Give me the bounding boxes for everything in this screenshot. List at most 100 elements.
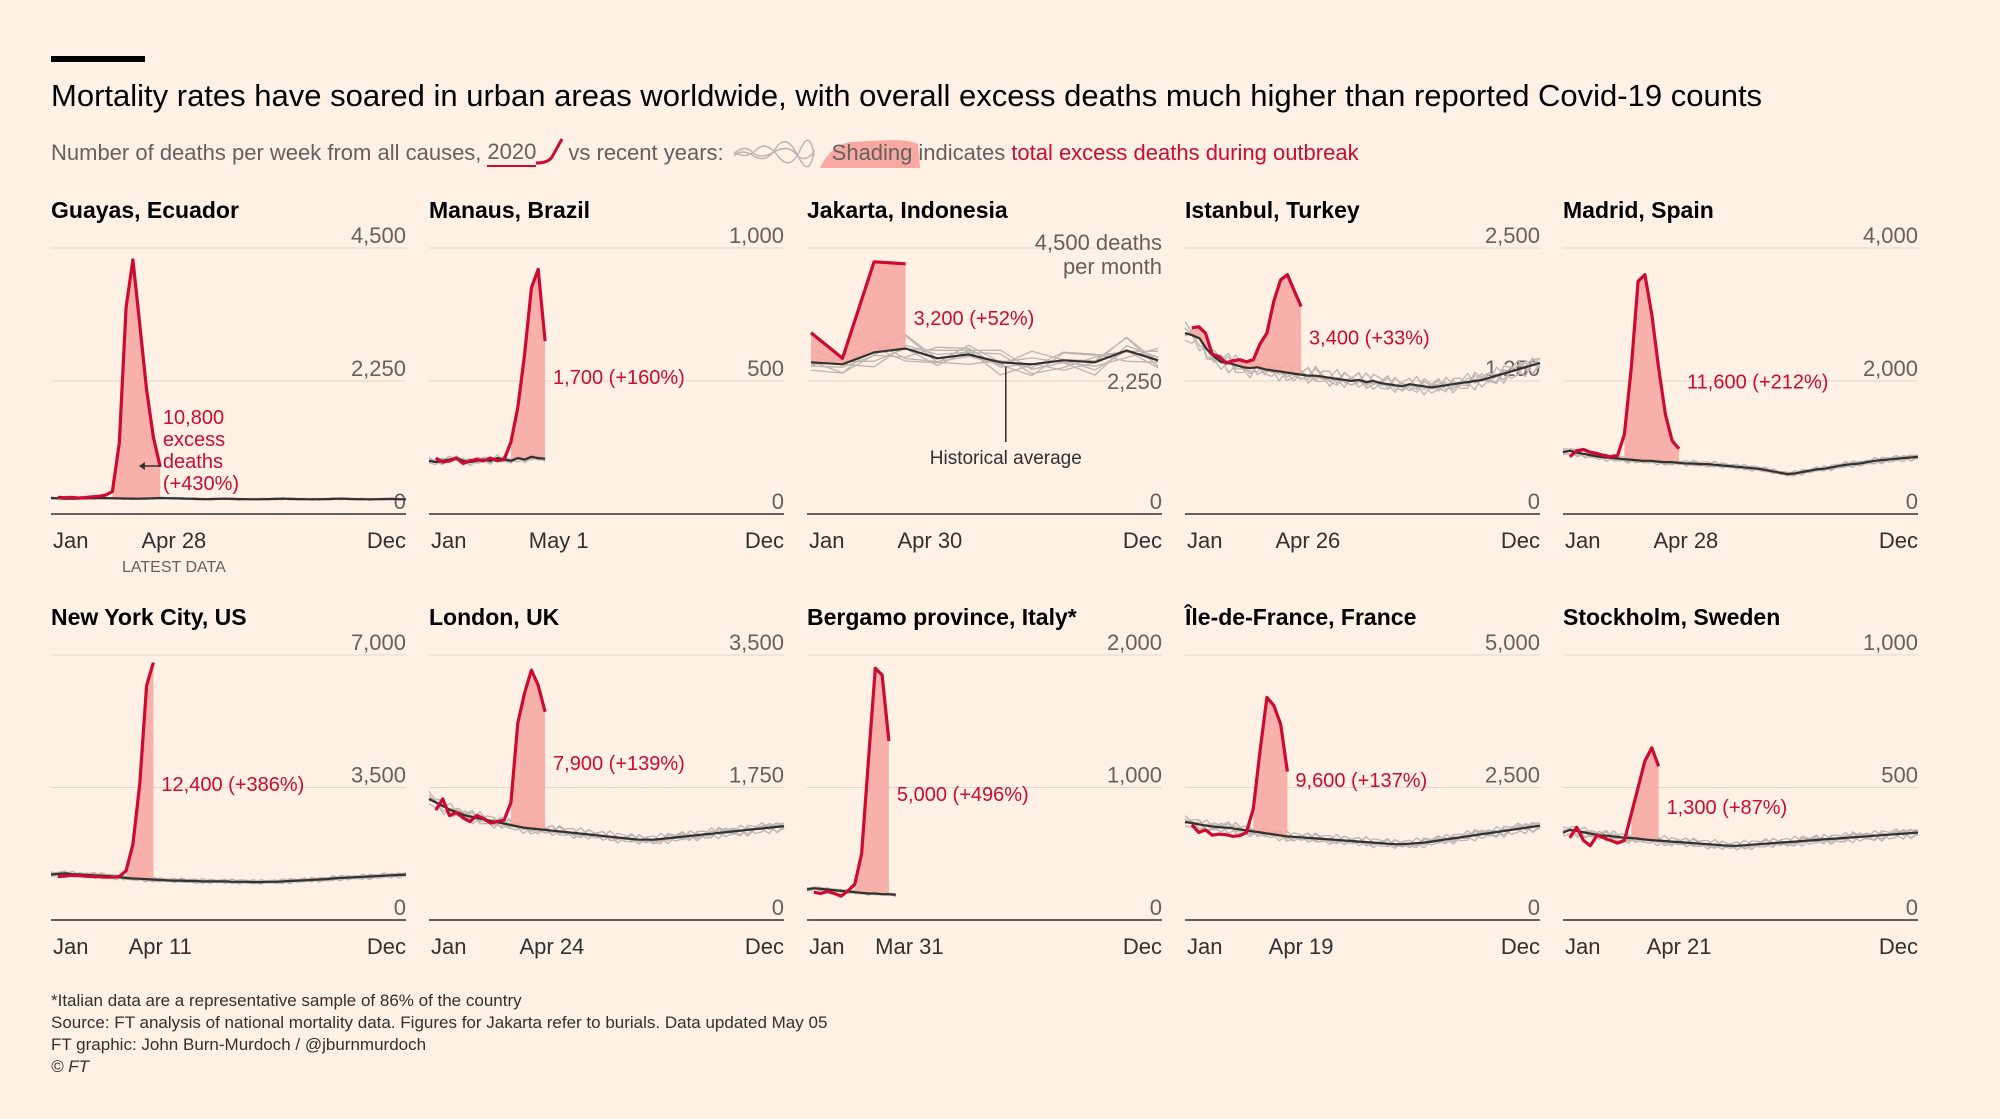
x-tick-label: Jan	[809, 934, 844, 959]
y-tick-label: 2,250	[1107, 369, 1162, 394]
excess-annotation: 5,000 (+496%)	[897, 784, 1029, 806]
subtitle-shading-word: Shading	[831, 140, 913, 165]
x-tick-note: LATEST DATA	[122, 559, 226, 576]
current-year-line	[813, 666, 891, 898]
subtitle-part2: vs recent years:	[568, 140, 724, 165]
excess-deaths-shading	[1253, 697, 1288, 837]
panel-title: Bergamo province, Italy*	[807, 604, 1077, 630]
x-tick-label: Dec	[1501, 528, 1540, 553]
x-tick-label: May 1	[529, 528, 589, 553]
panel-8: Île-de-France, France 5,000 2,500 0 Jan Apr 1…	[1184, 603, 1541, 959]
panel-title: Île-de-France, France	[1184, 603, 1416, 630]
top-rule	[51, 56, 145, 62]
current-year-line	[1190, 695, 1289, 838]
excess-deaths-shading	[1631, 747, 1659, 841]
y-tick-label: 0	[1528, 895, 1540, 920]
current-year-line	[57, 662, 155, 879]
x-tick-label: Jan	[1187, 934, 1222, 959]
excess-deaths-shading	[510, 670, 546, 830]
current-year-line	[434, 668, 547, 825]
y-tick-label: 1,000	[729, 223, 784, 248]
footer: *Italian data are a representative sampl…	[51, 990, 827, 1078]
subtitle-highlight: total excess deaths during outbreak	[1011, 140, 1359, 165]
excess-deaths-shading	[126, 662, 154, 880]
y-tick-label: per month	[1063, 254, 1162, 279]
panel-1: Manaus, Brazil 1,000 500 0 Jan May 1 Dec 1,700 …	[428, 197, 784, 553]
x-tick-label: Apr 21	[1647, 934, 1712, 959]
y-tick-label: 0	[394, 489, 406, 514]
average-line	[810, 347, 1159, 366]
excess-annotation: 7,900 (+139%)	[553, 753, 685, 775]
historical-year-line	[810, 347, 1159, 371]
excess-annotation: 1,700 (+160%)	[553, 367, 685, 389]
panel-title: London, UK	[429, 604, 560, 630]
shading-icon	[819, 140, 920, 168]
graphic-credit: FT graphic: John Burn-Murdoch / @jburnmu…	[51, 1035, 427, 1054]
source-note: Source: FT analysis of national mortalit…	[51, 1013, 828, 1032]
y-tick-label: 1,000	[1107, 763, 1162, 788]
average-line	[50, 496, 407, 501]
y-tick-label: 3,500	[729, 630, 784, 655]
current-year-line	[1191, 273, 1303, 365]
x-tick-label: Apr 28	[141, 528, 206, 553]
current-year-line-icon	[536, 138, 564, 165]
y-tick-label: 0	[772, 895, 784, 920]
excess-annotation: 12,400 (+386%)	[161, 774, 304, 796]
average-line	[1184, 820, 1541, 846]
y-tick-label: 4,500 deaths	[1035, 230, 1162, 255]
x-tick-label: Dec	[745, 528, 784, 553]
average-line	[1562, 449, 1919, 476]
average-line	[1184, 332, 1541, 389]
x-tick-label: Dec	[1123, 934, 1162, 959]
y-tick-label: 2,000	[1863, 356, 1918, 381]
y-tick-label: 2,250	[351, 356, 406, 381]
excess-deaths-shading	[1191, 274, 1302, 375]
annotation-arrowhead	[138, 462, 145, 470]
subtitle: Number of deaths per week from all cause…	[51, 135, 1359, 171]
excess-annotation: 3,200 (+52%)	[914, 308, 1035, 330]
x-tick-label: Jan	[431, 934, 466, 959]
y-tick-label: 500	[747, 356, 784, 381]
y-tick-label: 0	[772, 489, 784, 514]
excess-annotation: deaths	[163, 451, 223, 473]
x-tick-label: Jan	[1565, 528, 1600, 553]
y-tick-label: 1,750	[729, 763, 784, 788]
x-tick-label: Dec	[745, 934, 784, 959]
x-tick-label: Dec	[1879, 528, 1918, 553]
y-tick-label: 1,000	[1863, 630, 1918, 655]
current-year-line	[434, 267, 547, 466]
y-tick-label: 500	[1881, 763, 1918, 788]
x-tick-label: Apr 30	[897, 528, 962, 553]
shading-swatch: Shading	[819, 140, 920, 168]
current-year-line	[1568, 273, 1681, 459]
x-tick-label: Jan	[1565, 934, 1600, 959]
x-tick-label: Apr 19	[1269, 934, 1334, 959]
y-tick-label: 4,500	[351, 223, 406, 248]
current-year-line	[57, 258, 162, 500]
panel-title: Jakarta, Indonesia	[807, 197, 1008, 223]
current-year-line	[1568, 746, 1661, 848]
footnote: *Italian data are a representative sampl…	[51, 991, 522, 1010]
panel-0: Guayas, Ecuador 4,500 2,250 0 Jan Apr 28 Dec LA…	[50, 197, 407, 576]
x-tick-label: Dec	[367, 934, 406, 959]
y-tick-label: 0	[1528, 489, 1540, 514]
excess-annotation: excess	[163, 429, 225, 451]
subtitle-part3: indicates	[918, 140, 1006, 165]
excess-deaths-shading	[112, 259, 161, 499]
excess-annotation: 10,800	[163, 407, 224, 429]
panel-title: Madrid, Spain	[1563, 197, 1714, 223]
y-tick-label: 0	[1906, 489, 1918, 514]
panel-title: Manaus, Brazil	[429, 197, 590, 223]
average-line	[1562, 828, 1919, 847]
panel-title: Stockholm, Sweden	[1563, 604, 1780, 630]
x-tick-label: Dec	[1123, 528, 1162, 553]
panel-title: Guayas, Ecuador	[51, 197, 239, 223]
excess-annotation: 1,300 (+87%)	[1667, 797, 1788, 819]
panel-title: Istanbul, Turkey	[1185, 197, 1360, 223]
excess-annotation: 9,600 (+137%)	[1295, 770, 1427, 792]
y-tick-label: 2,500	[1485, 763, 1540, 788]
y-tick-label: 7,000	[351, 630, 406, 655]
average-line	[806, 887, 896, 896]
